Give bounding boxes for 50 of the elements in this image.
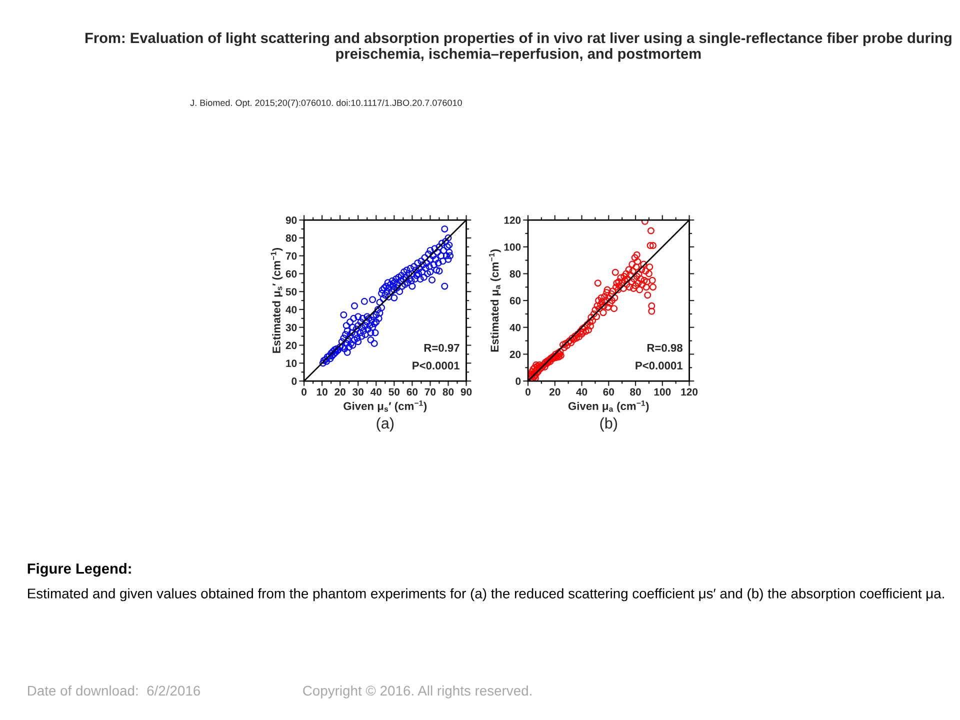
y-tick-label: 0 (292, 378, 297, 385)
x-axis-title: Given μ$_{s}$′ (cm$^{−1}$) (344, 400, 427, 412)
y-axis-title: Estimated μ$_{s}$′ (cm$^{−1}$) (270, 248, 283, 353)
y-axis-title: Estimated μ$_{a}$ (cm$^{−1}$) (489, 249, 501, 352)
y-tick-label: 80 (510, 270, 521, 278)
text: (b) (600, 417, 618, 432)
y-tick-label: 60 (510, 297, 521, 304)
text: Date of download: 6/2/2016 (28, 685, 200, 696)
x-tick-label: 0 (526, 388, 530, 396)
annotation: R=0.97 (424, 344, 460, 352)
x-tick-label: 90 (460, 388, 472, 396)
x-tick-label: 20 (549, 388, 560, 396)
y-tick-label: 40 (286, 306, 297, 314)
y-tick-label: 20 (510, 350, 521, 358)
x-axis-title: Given μ$_{a}$ (cm$^{−1}$) (568, 400, 649, 412)
y-tick-label: 70 (286, 252, 297, 260)
x-tick-label: 60 (603, 388, 614, 396)
y-tick-label: 60 (286, 270, 297, 278)
annotation: R=0.98 (647, 344, 682, 352)
x-tick-label: 50 (388, 388, 400, 396)
x-tick-label: 60 (406, 388, 418, 396)
y-tick-label: 80 (286, 234, 297, 242)
text: Figure Legend: (28, 563, 131, 577)
y-tick-label: 100 (504, 243, 521, 251)
x-tick-label: 20 (334, 388, 346, 396)
annotation: P<0.0001 (412, 362, 460, 370)
x-tick-label: 30 (352, 388, 364, 396)
x-tick-label: 120 (681, 388, 698, 396)
y-tick-label: 20 (286, 342, 297, 350)
y-tick-label: 40 (510, 324, 521, 332)
y-tick-label: 50 (286, 288, 297, 296)
text: (a) (376, 417, 394, 432)
x-tick-label: 40 (370, 388, 382, 396)
text: Copyright © 2016. All rights reserved. (303, 685, 532, 698)
x-tick-label: 0 (302, 388, 306, 396)
text: J. Biomed. Opt. 2015;20(7):076010. doi:10.1117/1.JBO.20.7.076010 (190, 99, 462, 108)
x-tick-label: 100 (654, 388, 671, 396)
x-tick-label: 80 (630, 388, 641, 396)
annotation: P<0.0001 (636, 362, 683, 370)
x-tick-label: 40 (576, 388, 588, 396)
text: Estimated and given values obtained from the phantom experiments for (a) the reduced scattering coefficient μs′ and (b) the absorption coefficient μa. (28, 588, 944, 602)
x-tick-label: 80 (442, 388, 454, 396)
y-tick-label: 30 (286, 324, 297, 332)
x-tick-label: 10 (316, 388, 328, 396)
y-tick-label: 120 (504, 216, 521, 224)
y-tick-label: 90 (286, 216, 297, 224)
y-tick-label: 10 (286, 360, 297, 368)
text: From: Evaluation of light scattering and absorption properties of in vivo rat liver using a single-reflectance fiber probe during preischemia, ischemia–reperfusion, and postmortem (85, 32, 952, 62)
y-tick-label: 0 (516, 378, 521, 385)
x-tick-label: 70 (424, 388, 436, 396)
